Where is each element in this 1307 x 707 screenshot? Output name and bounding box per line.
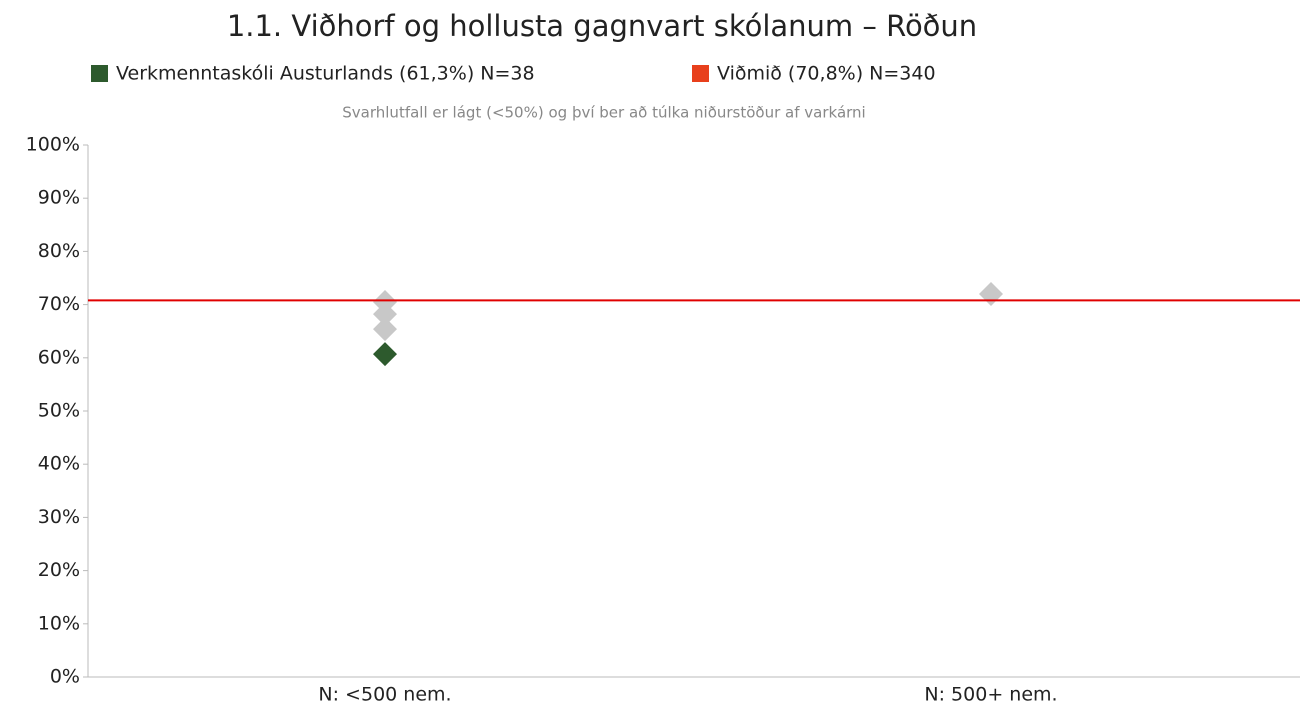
y-tick-label: 80%: [38, 240, 80, 262]
data-point: [373, 317, 397, 342]
y-tick-label: 20%: [38, 559, 80, 581]
y-tick-label: 30%: [38, 506, 80, 528]
note: Svarhlutfall er lágt (<50%) og því ber a…: [342, 104, 865, 122]
legend-swatch: [91, 65, 108, 82]
legend-label: Viðmið (70,8%) N=340: [717, 63, 936, 85]
y-tick-label: 90%: [38, 187, 80, 209]
y-tick-label: 50%: [38, 400, 80, 422]
chart-title: 1.1. Viðhorf og hollusta gagnvart skólan…: [227, 9, 977, 43]
x-tick-label: N: <500 nem.: [318, 684, 451, 706]
x-tick-label: N: 500+ nem.: [924, 684, 1057, 706]
y-tick-label: 100%: [26, 134, 80, 156]
y-tick-label: 10%: [38, 612, 80, 634]
y-tick-label: 40%: [38, 453, 80, 475]
legend-swatch: [692, 65, 709, 82]
y-tick-label: 0%: [50, 666, 80, 688]
data-point: [373, 302, 397, 327]
data-point: [373, 342, 397, 367]
data-point: [979, 281, 1003, 306]
y-tick-label: 70%: [38, 293, 80, 315]
legend-label: Verkmenntaskóli Austurlands (61,3%) N=38: [116, 63, 535, 85]
data-point: [373, 289, 397, 314]
y-tick-label: 60%: [38, 346, 80, 368]
